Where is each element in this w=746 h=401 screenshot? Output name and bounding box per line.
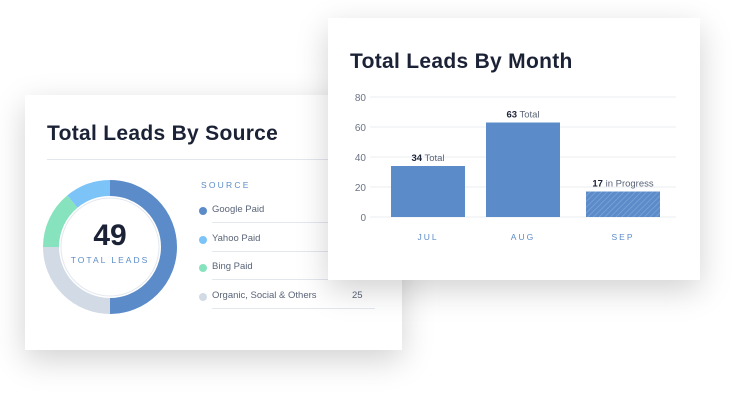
y-tick-label: 0 [360, 213, 366, 224]
bar-jul [391, 166, 465, 217]
legend-label: Organic, Social & Others [212, 289, 317, 301]
legend-divider [212, 279, 375, 280]
donut-segment [43, 246, 111, 314]
donut-chart [43, 180, 177, 314]
total-leads-value: 49 [93, 219, 127, 252]
bar-sep [586, 191, 660, 217]
legend-item: Organic, Social & Others 25 [199, 285, 375, 313]
legend-dot [199, 264, 207, 272]
month-card-title: Total Leads By Month [350, 50, 573, 73]
legend-divider [212, 222, 375, 223]
x-tick-label: SEP [611, 232, 634, 242]
y-tick-label: 80 [355, 93, 367, 104]
divider [47, 159, 387, 160]
donut-segment [109, 180, 177, 314]
donut-segment [67, 180, 111, 208]
legend-label: Yahoo Paid [212, 232, 261, 244]
x-tick-label: AUG [511, 232, 535, 242]
source-card-title: Total Leads By Source [47, 122, 279, 145]
y-tick-label: 60 [355, 123, 367, 134]
bar-aug [486, 122, 560, 217]
legend-label: Google Paid [212, 204, 265, 215]
source-header: SOURCE [201, 180, 251, 190]
donut-inner-ring [60, 197, 160, 297]
bar-data-label: 34 Total [411, 153, 444, 164]
legend-divider [212, 307, 375, 309]
legend-dot [199, 235, 207, 244]
y-tick-label: 20 [355, 183, 367, 194]
legend-label: Bing Paid [212, 261, 253, 272]
legend-item: Google Paid [199, 199, 375, 227]
legend-item: Bing Paid [199, 256, 375, 284]
bar-data-label: 63 Total [506, 110, 539, 121]
bar-chart: 0 20 40 60 80 34 Total JUL 63 Total AUG 17 in Pro… [355, 93, 676, 242]
total-leads-label: TOTAL LEADS [70, 255, 150, 265]
bar-data-label: 17 in Progress [592, 179, 654, 190]
legend-dot [199, 207, 207, 215]
legend-divider [212, 250, 375, 252]
y-tick-label: 40 [355, 153, 367, 164]
leads-by-month-card: Total Leads By Month 0 20 40 60 80 34 Total JU… [328, 18, 700, 280]
x-tick-label: JUL [417, 232, 438, 242]
donut-segment [43, 195, 78, 248]
legend-item: Yahoo Paid [199, 228, 375, 256]
legend-dot [199, 292, 207, 301]
legend-value: 25 [352, 289, 363, 301]
